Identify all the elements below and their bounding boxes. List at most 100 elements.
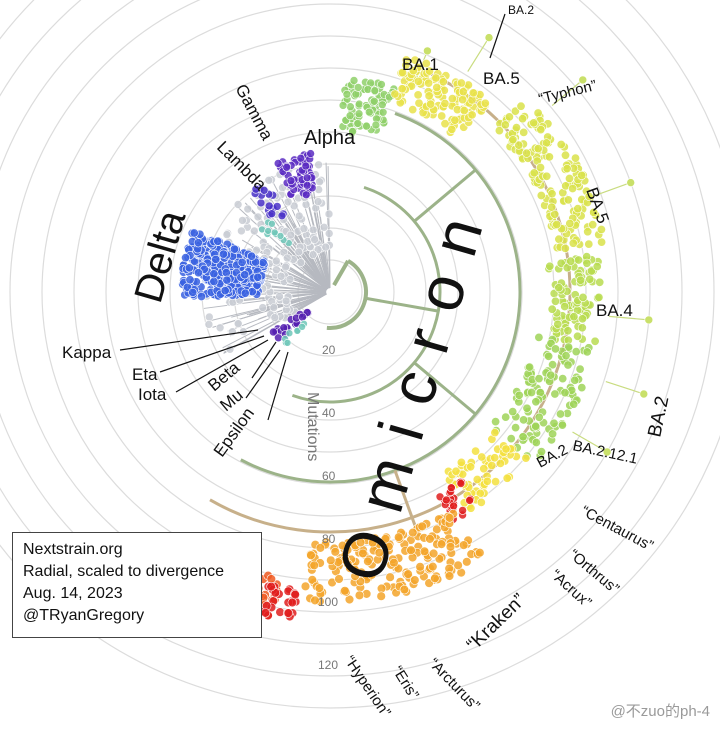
tip-ba5-typhon <box>440 99 450 109</box>
tip-ba5-typhon <box>480 98 490 108</box>
tip-ba4 <box>573 331 583 341</box>
tip-ba4 <box>582 258 592 268</box>
tip-other-lineage <box>285 274 295 284</box>
tip-delta <box>209 269 219 279</box>
tip-delta <box>181 253 191 263</box>
tip-ba5-typhon <box>458 87 468 97</box>
tip-ba5 <box>564 174 574 184</box>
tip-kraken <box>334 574 344 584</box>
tip-eris <box>287 597 297 608</box>
tip-ba2 <box>570 375 580 385</box>
tip-lambda <box>276 232 285 240</box>
tip-beta <box>274 333 283 343</box>
axis-tick-100: 100 <box>318 595 338 609</box>
tip-centaurus <box>502 473 512 483</box>
tip-kraken <box>445 542 456 552</box>
tip-eris <box>283 608 294 618</box>
tip-ba2 <box>531 437 541 447</box>
tip-kraken <box>410 575 420 585</box>
branch-ray <box>332 259 350 287</box>
branch-ray <box>413 168 477 223</box>
divergence-ring <box>0 0 715 677</box>
tip-centaurus <box>477 452 487 462</box>
tip-other-lineage <box>308 225 318 235</box>
tip-kraken <box>315 543 326 553</box>
tip-other-lineage <box>238 216 247 225</box>
tip-kraken <box>453 560 463 570</box>
axis-title: Mutations <box>304 392 321 461</box>
tip-outlier <box>578 75 588 85</box>
tip-ba4 <box>547 304 557 314</box>
label-ba2-right: BA.2 <box>644 394 673 439</box>
tip-gamma <box>267 209 277 218</box>
tip-ba2 <box>514 390 524 400</box>
tip-kraken <box>444 571 455 581</box>
tip-ba5 <box>556 140 566 150</box>
tip-kraken <box>436 539 447 549</box>
tip-ba2 <box>508 407 518 417</box>
tip-centaurus <box>491 477 501 487</box>
tip-ba5 <box>500 120 510 130</box>
info-date: Aug. 14, 2023 <box>23 585 123 602</box>
tip-ba2 <box>536 447 546 457</box>
tip-alpha <box>286 176 296 185</box>
tip-ba5 <box>536 125 546 135</box>
tip-ba4 <box>563 326 573 336</box>
tip-ba2 <box>491 417 501 427</box>
tip-ba5-typhon <box>413 90 423 100</box>
tip-other-lineage <box>319 223 329 232</box>
tip-ba5-typhon <box>424 66 434 76</box>
label-lambda: Lambda <box>213 137 270 194</box>
tip-kraken <box>306 550 316 560</box>
tip-ba2 <box>534 374 544 384</box>
tip-ba5-typhon <box>438 77 448 87</box>
tip-alpha <box>301 190 311 200</box>
branch-ray <box>572 431 608 453</box>
tip-ba5 <box>560 150 570 160</box>
tip-alpha <box>306 149 315 158</box>
tip-ba5-typhon <box>440 119 450 129</box>
label-ba2121: BA.2.12.1 <box>571 437 639 467</box>
tip-ba5 <box>522 148 532 158</box>
divergence-rings <box>0 0 720 709</box>
divergence-ring <box>9 0 651 613</box>
tip-ba5 <box>577 170 587 180</box>
tip-other-lineage <box>233 319 243 329</box>
tip-other-lineage <box>275 292 284 301</box>
tip-kraken <box>326 555 336 565</box>
tip-ba5 <box>560 243 570 253</box>
tip-kraken <box>444 513 455 523</box>
tip-other-lineage <box>294 211 304 221</box>
tip-other-lineage <box>286 230 296 240</box>
tip-ba1 <box>377 80 386 89</box>
tip-outlier <box>626 178 636 187</box>
tip-other-lineage <box>222 230 232 239</box>
tip-kraken <box>428 561 438 572</box>
tip-other-lineage <box>281 296 291 306</box>
tip-kraken <box>417 521 427 532</box>
tip-centaurus <box>490 428 500 438</box>
divergence-ring <box>0 0 720 709</box>
tip-orthrus <box>465 496 474 505</box>
info-box: Nextstrain.org Radial, scaled to diverge… <box>12 532 262 638</box>
tip-ba2 <box>561 351 571 361</box>
tip-ba5-typhon <box>410 55 420 65</box>
tip-other-lineage <box>272 265 281 275</box>
tip-centaurus <box>495 458 505 468</box>
tip-ba2 <box>575 364 585 374</box>
tip-ba5 <box>508 135 518 145</box>
tip-orthrus <box>456 479 466 488</box>
tip-kraken <box>367 570 377 580</box>
tip-delta <box>185 275 195 285</box>
tip-ba4 <box>577 314 587 324</box>
tip-ba1 <box>362 121 371 131</box>
tip-kraken <box>363 556 373 567</box>
branch-ray <box>255 278 327 292</box>
tip-ba4 <box>566 256 576 266</box>
branch-ray <box>269 289 327 293</box>
tip-delta <box>247 251 257 261</box>
tip-eris <box>266 581 276 592</box>
tip-ba2 <box>557 420 567 430</box>
tip-other-lineage <box>237 226 246 236</box>
tip-other-lineage <box>269 303 279 312</box>
